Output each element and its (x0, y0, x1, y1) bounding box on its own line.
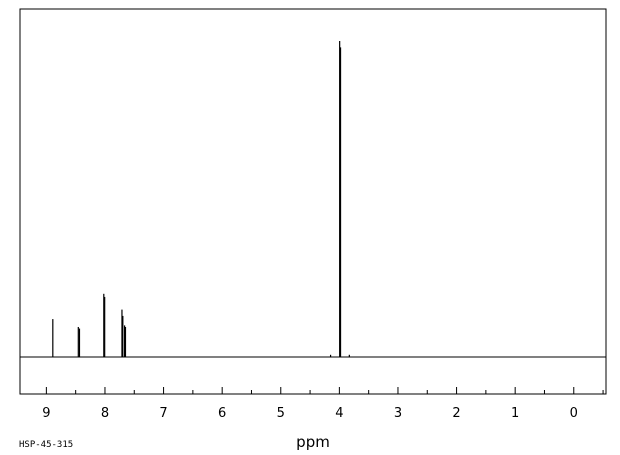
x-tick-label-6: 6 (218, 406, 226, 421)
x-tick-label-5: 5 (277, 406, 285, 421)
sample-code-label: HSP-45-315 (19, 440, 73, 450)
peaks-group (52, 41, 350, 357)
x-tick-label-9: 9 (42, 406, 50, 421)
plot-frame (19, 8, 607, 395)
x-tick-label-0: 0 (570, 406, 578, 421)
x-tick-label-2: 2 (452, 406, 460, 421)
x-tick-label-8: 8 (101, 406, 109, 421)
x-axis-ticks: 9 8 7 6 5 4 3 2 1 0 (42, 387, 604, 421)
x-tick-label-1: 1 (511, 406, 519, 421)
x-tick-label-3: 3 (394, 406, 402, 421)
x-tick-label-4: 4 (335, 406, 343, 421)
x-axis-title: ppm (296, 433, 330, 451)
x-tick-label-7: 7 (159, 406, 167, 421)
